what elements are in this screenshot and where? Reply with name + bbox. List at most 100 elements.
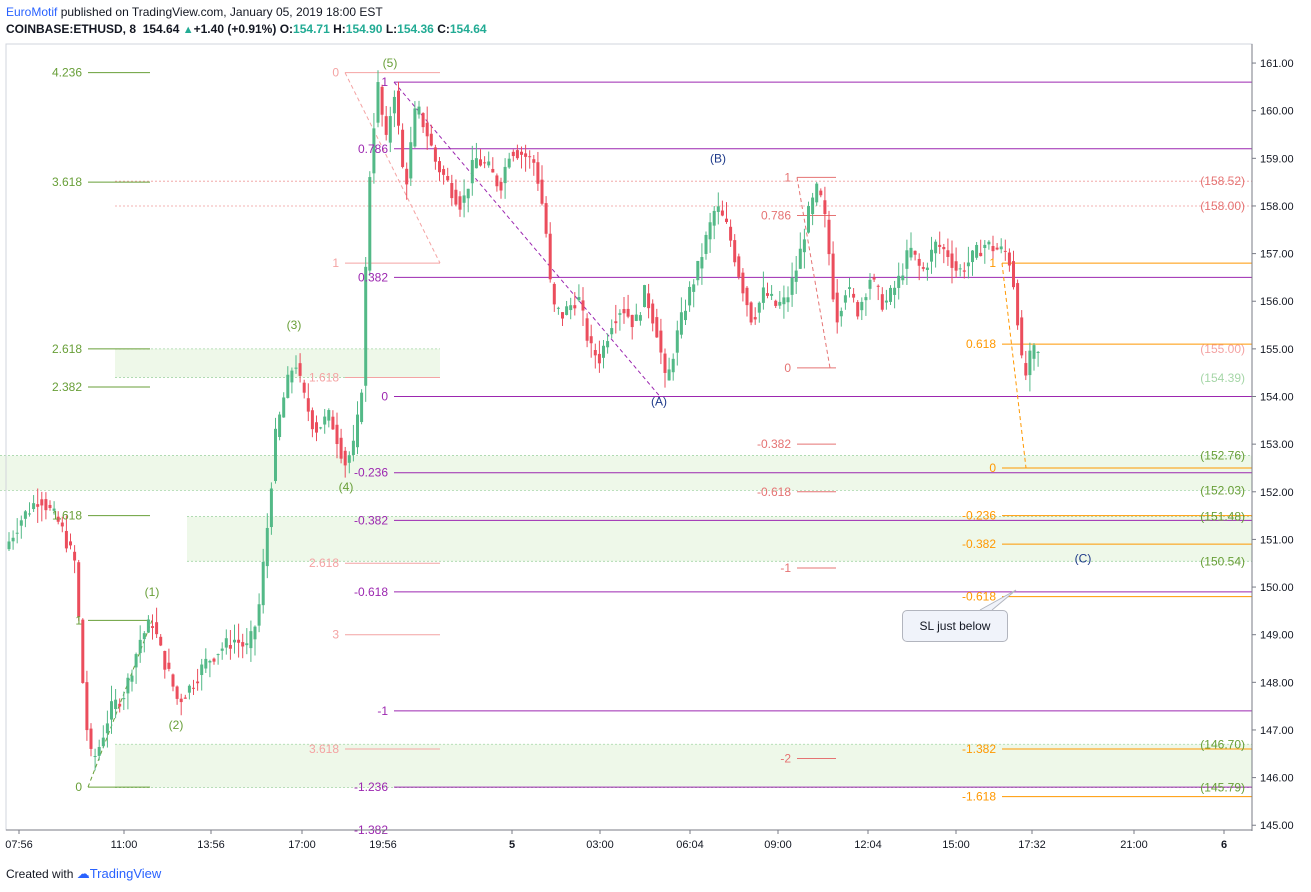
candle-body: [651, 303, 655, 324]
fib-red-label: -0.618: [757, 485, 791, 499]
candle-body: [999, 246, 1003, 250]
candle-body: [962, 270, 966, 272]
candle-body: [647, 293, 651, 309]
candle-body: [142, 633, 146, 640]
candle-body: [470, 159, 474, 184]
x-tick-label: 17:32: [1018, 839, 1046, 851]
candle-body: [1032, 345, 1036, 359]
candle-body: [245, 643, 249, 646]
candle-body: [720, 210, 724, 216]
candle-body: [204, 658, 208, 669]
zone-3: [115, 744, 1252, 788]
candle-body: [684, 310, 687, 321]
callout-pointer: [979, 589, 1017, 611]
candle-body: [610, 328, 614, 335]
candle-body: [351, 440, 355, 456]
fib-orange-label: -0.236: [962, 509, 996, 523]
candle-body: [868, 279, 872, 289]
candle-body: [766, 293, 769, 296]
candle-body: [966, 262, 970, 267]
x-tick-label: 17:00: [288, 839, 316, 851]
candle-body: [315, 422, 318, 433]
x-tick-label: 21:00: [1120, 839, 1148, 851]
candle-body: [85, 682, 89, 731]
candle-body: [643, 285, 646, 308]
candle-body: [421, 113, 425, 128]
price-level-label: (154.39): [1200, 371, 1245, 385]
fib-anchor-line: [393, 81, 661, 397]
candle-body: [876, 285, 880, 287]
price-level-label: (151.48): [1200, 510, 1245, 524]
candle-body: [155, 622, 159, 635]
y-tick-label: 159.00: [1260, 153, 1294, 165]
candle-body: [298, 363, 302, 376]
support-zones: [0, 180, 1252, 789]
candle-body: [409, 142, 413, 179]
candle-body: [700, 257, 704, 269]
fib-purple-label: -0.618: [354, 585, 388, 599]
candle-body: [302, 382, 306, 393]
candles: [7, 70, 1040, 771]
y-tick-label: 146.00: [1260, 773, 1294, 785]
candle-body: [872, 277, 876, 280]
price-level-label: (152.03): [1200, 483, 1245, 497]
candle-body: [376, 82, 380, 123]
fib-red-label: -2: [780, 752, 791, 766]
tradingview-brand[interactable]: TradingView: [89, 866, 162, 881]
fib-pink-label: 0: [332, 66, 339, 80]
candle-body: [1016, 283, 1020, 326]
author-link[interactable]: EuroMotif: [6, 5, 58, 19]
wave-label: (5): [383, 56, 398, 70]
candle-body: [761, 287, 765, 303]
fib-left-label: 2.382: [52, 380, 82, 394]
candle-body: [425, 122, 429, 137]
fib-left-label: 3.618: [52, 175, 82, 189]
candle-body: [237, 639, 241, 643]
stop-loss-callout: SL just below: [902, 610, 1008, 642]
candle-body: [487, 161, 491, 166]
candle-body: [356, 414, 359, 448]
candle-body: [602, 345, 605, 358]
candle-body: [335, 424, 339, 445]
plot-frame: [5, 43, 1253, 831]
candle-body: [950, 253, 954, 268]
candle-body: [220, 648, 224, 651]
candle-body: [741, 272, 745, 294]
x-tick-label: 6: [1221, 839, 1227, 851]
price-level-label: (145.79): [1200, 781, 1245, 795]
fib-purple-label: -1.236: [354, 780, 388, 794]
tradingview-cloud-icon: ☁: [76, 866, 90, 881]
candle-body: [745, 287, 749, 306]
candle-body: [593, 350, 597, 356]
price-level-label: (155.00): [1200, 342, 1245, 356]
wave-label: (2): [169, 718, 184, 732]
candle-body: [757, 302, 761, 313]
candle-body: [544, 203, 548, 234]
candle-body: [290, 370, 294, 383]
candle-body: [93, 755, 97, 757]
candle-body: [786, 297, 790, 303]
open-label: O:: [279, 22, 294, 36]
candle-body: [663, 353, 667, 373]
y-tick-label: 154.00: [1260, 392, 1294, 404]
candle-body: [105, 723, 109, 734]
candle-body: [134, 654, 138, 668]
fib-purple-label: 0: [381, 390, 388, 404]
fib-purple-label: -0.236: [354, 466, 388, 480]
candle-body: [934, 241, 938, 254]
candle-body: [286, 374, 290, 398]
price-level-label: (158.00): [1200, 199, 1245, 213]
candle-body: [618, 313, 622, 315]
candle-body: [864, 297, 868, 301]
y-tick-label: 153.00: [1260, 439, 1294, 451]
candle-body: [167, 662, 171, 669]
candle-body: [655, 317, 659, 338]
candle-body: [216, 654, 220, 656]
candle-body: [975, 244, 979, 258]
candle-body: [987, 241, 991, 245]
x-tick-label: 11:00: [111, 839, 138, 851]
candle-body: [688, 286, 692, 306]
candle-body: [64, 530, 68, 549]
candle-body: [925, 267, 929, 271]
